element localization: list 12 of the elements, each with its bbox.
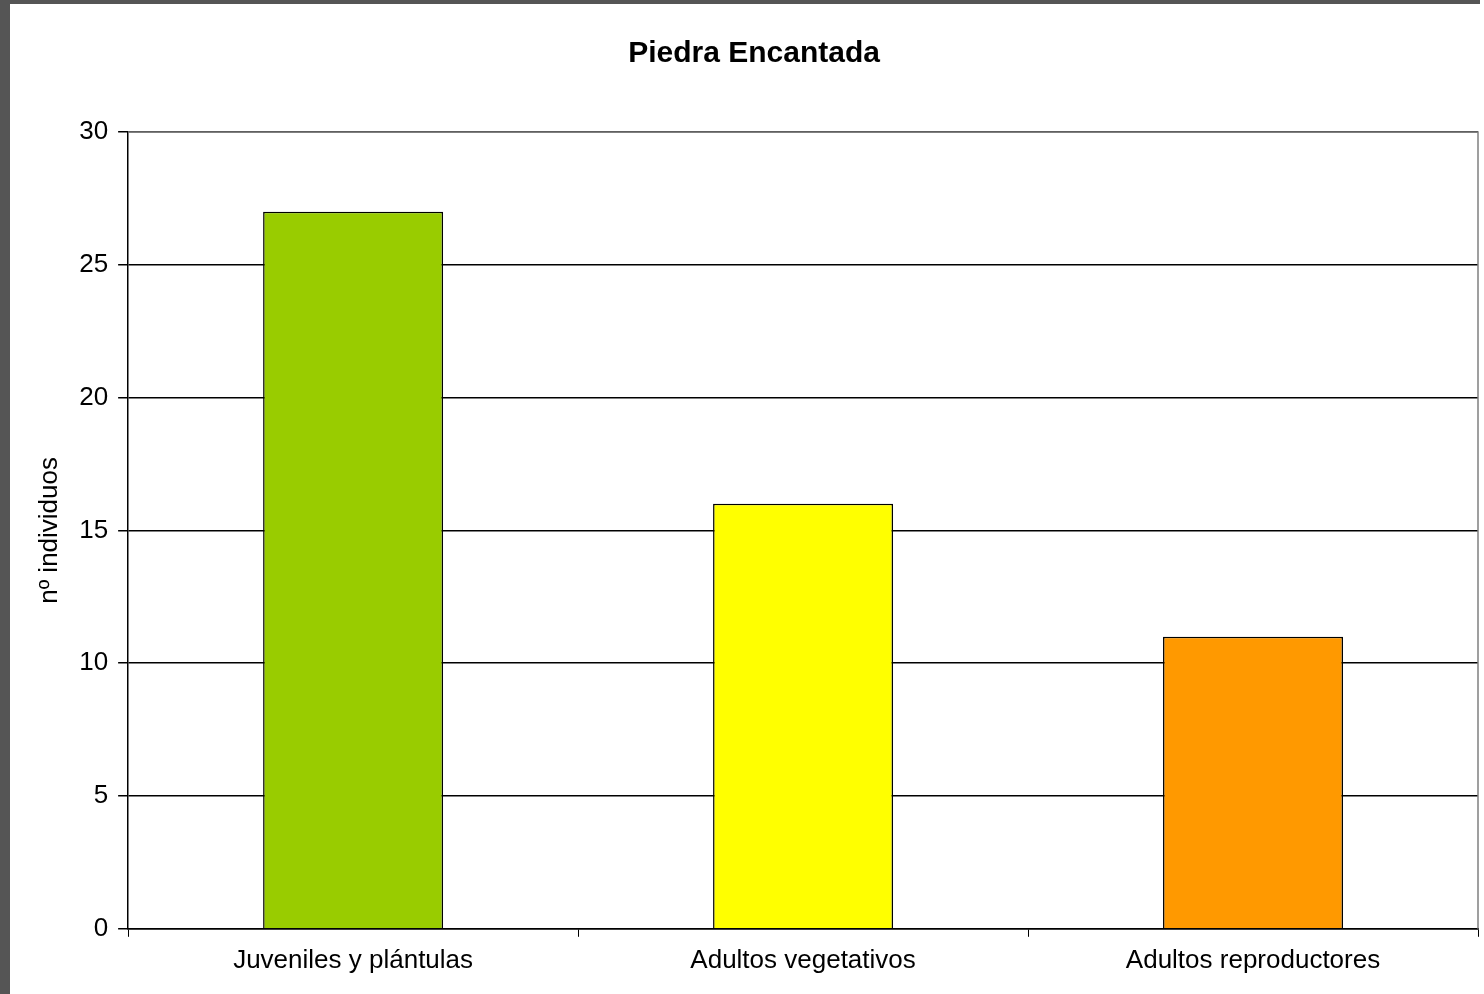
- y-tick-label: 15: [79, 513, 109, 544]
- y-axis-title: nº individuos: [32, 456, 63, 604]
- chart-title: Piedra Encantada: [628, 35, 881, 69]
- x-tick-label: Juveniles y plántulas: [233, 943, 474, 974]
- y-tick-label: 0: [93, 911, 109, 942]
- y-tick-label: 20: [79, 380, 109, 411]
- y-tick-label: 30: [79, 115, 109, 146]
- y-tick-label: 25: [79, 247, 109, 278]
- x-tick-label: Adultos reproductores: [1125, 943, 1381, 974]
- x-tick-label: Adultos vegetativos: [690, 943, 916, 974]
- y-tick-label: 10: [79, 646, 109, 677]
- y-tick-label: 5: [93, 779, 109, 810]
